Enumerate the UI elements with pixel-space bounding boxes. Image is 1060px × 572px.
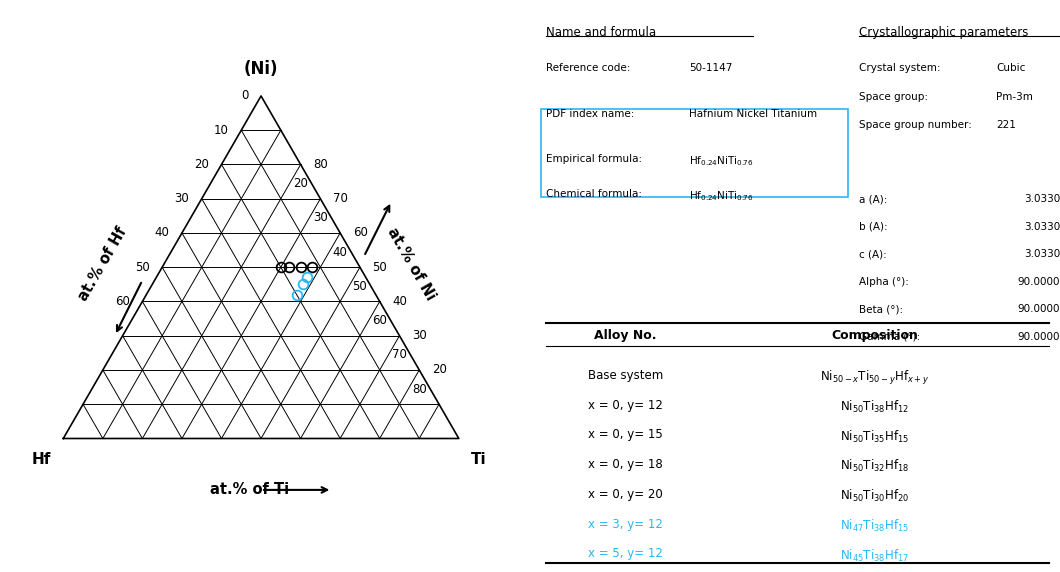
Text: 0: 0 [241,89,248,102]
Text: Crystal system:: Crystal system: [859,63,940,73]
Text: 3.0330: 3.0330 [1024,249,1060,259]
Text: Alloy No.: Alloy No. [595,329,656,342]
Text: x = 0, y= 15: x = 0, y= 15 [588,428,662,442]
Text: 60: 60 [372,314,387,327]
Text: 30: 30 [174,192,189,205]
Text: Crystallographic parameters: Crystallographic parameters [859,26,1028,39]
Text: x = 0, y= 18: x = 0, y= 18 [588,458,662,471]
Text: 20: 20 [194,158,209,171]
Text: 50-1147: 50-1147 [689,63,732,73]
Text: 60: 60 [353,227,368,240]
Text: 50: 50 [135,261,149,274]
Text: Ni$_{50}$Ti$_{32}$Hf$_{18}$: Ni$_{50}$Ti$_{32}$Hf$_{18}$ [840,458,909,474]
Text: at.% of Ni: at.% of Ni [385,225,438,303]
Text: Alpha (°):: Alpha (°): [859,277,908,287]
Text: 70: 70 [392,348,407,362]
Text: 90.0000: 90.0000 [1018,332,1060,341]
Text: x = 0, y= 12: x = 0, y= 12 [588,399,662,412]
Text: Composition: Composition [831,329,918,342]
Text: Empirical formula:: Empirical formula: [546,154,642,164]
Text: Base system: Base system [588,369,662,382]
Text: Ti: Ti [471,452,487,467]
Text: (Ni): (Ni) [244,60,279,78]
Text: 80: 80 [412,383,426,396]
Text: Cubic: Cubic [996,63,1026,73]
Text: Hf$_{0.24}$NiTi$_{0.76}$: Hf$_{0.24}$NiTi$_{0.76}$ [689,189,754,202]
Text: x = 3, y= 12: x = 3, y= 12 [588,518,662,531]
Text: at.% of Hf: at.% of Hf [75,225,130,304]
Text: Gamma (°):: Gamma (°): [859,332,920,341]
Text: 90.0000: 90.0000 [1018,304,1060,314]
Text: 3.0330: 3.0330 [1024,194,1060,204]
Text: Ni$_{45}$Ti$_{38}$Hf$_{17}$: Ni$_{45}$Ti$_{38}$Hf$_{17}$ [840,547,909,563]
Text: 90.0000: 90.0000 [1018,277,1060,287]
Text: Ni$_{50}$Ti$_{30}$Hf$_{20}$: Ni$_{50}$Ti$_{30}$Hf$_{20}$ [840,488,909,504]
Text: 221: 221 [996,120,1017,130]
Text: 50: 50 [372,261,387,274]
Text: Ni$_{50}$Ti$_{38}$Hf$_{12}$: Ni$_{50}$Ti$_{38}$Hf$_{12}$ [840,399,909,415]
Text: Name and formula: Name and formula [546,26,656,39]
Text: 20: 20 [431,363,446,376]
Text: x = 0, y= 20: x = 0, y= 20 [588,488,662,501]
Text: 60: 60 [114,295,129,308]
Text: at.% of Ti: at.% of Ti [210,482,288,497]
Text: 40: 40 [155,227,170,240]
Text: 80: 80 [314,158,328,171]
Text: Beta (°):: Beta (°): [859,304,903,314]
Text: b (A):: b (A): [859,222,887,232]
Text: Space group:: Space group: [859,92,928,101]
Text: 40: 40 [392,295,407,308]
Text: Space group number:: Space group number: [859,120,971,130]
Text: Pm-3m: Pm-3m [996,92,1034,101]
Text: PDF index name:: PDF index name: [546,109,634,118]
Text: 50: 50 [353,280,368,293]
Text: Ni$_{50}$Ti$_{35}$Hf$_{15}$: Ni$_{50}$Ti$_{35}$Hf$_{15}$ [840,428,909,444]
Text: 20: 20 [294,177,308,190]
Text: 30: 30 [412,329,427,342]
Text: Reference code:: Reference code: [546,63,631,73]
Text: a (A):: a (A): [859,194,887,204]
Text: Ni$_{50-x}$Ti$_{50-y}$Hf$_{x+y}$: Ni$_{50-x}$Ti$_{50-y}$Hf$_{x+y}$ [819,369,930,387]
Text: 40: 40 [333,245,348,259]
Text: 70: 70 [333,192,348,205]
Text: Ni$_{47}$Ti$_{38}$Hf$_{15}$: Ni$_{47}$Ti$_{38}$Hf$_{15}$ [840,518,909,534]
Text: x = 5, y= 12: x = 5, y= 12 [588,547,662,561]
Text: 30: 30 [313,212,328,224]
Text: c (A):: c (A): [859,249,886,259]
Text: Hf$_{0.24}$NiTi$_{0.76}$: Hf$_{0.24}$NiTi$_{0.76}$ [689,154,754,168]
Text: 10: 10 [214,124,229,137]
Text: Chemical formula:: Chemical formula: [546,189,642,198]
Text: Hafnium Nickel Titanium: Hafnium Nickel Titanium [689,109,817,118]
Text: 3.0330: 3.0330 [1024,222,1060,232]
Text: Hf: Hf [32,452,52,467]
